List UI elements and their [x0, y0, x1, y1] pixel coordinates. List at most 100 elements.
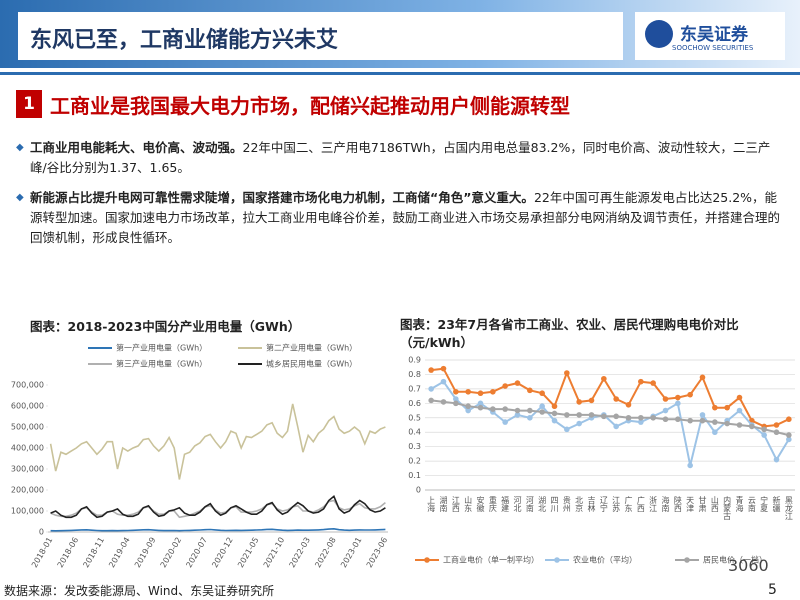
x-tick-label: 2019-04	[107, 536, 132, 569]
point	[465, 388, 471, 395]
point	[527, 414, 533, 421]
x-tick-label: 青海	[735, 495, 744, 513]
point	[453, 396, 459, 402]
bullet: 工商业用电能耗大、电价高、波动强。22年中国二、三产用电7186TWh，占国内用…	[16, 138, 780, 178]
chart-title: 图表：2018-2023中国分产业用电量（GWh）	[30, 319, 301, 334]
x-tick-label: 2022-08	[313, 536, 338, 569]
bullet-bold: 工商业用电能耗大、电价高、波动强。	[30, 140, 243, 155]
y-tick-label: 0.8	[408, 370, 421, 379]
series-line	[50, 499, 386, 519]
point	[588, 397, 595, 404]
x-tick-label: 天津	[686, 496, 695, 513]
point	[601, 413, 607, 420]
bullet-text: 22年中国二、三产用电7186TWh，占国内用电总量83.2%，同时电价高、波动…	[30, 140, 771, 175]
page-number: 5	[768, 582, 777, 598]
y-tick-label: 0.7	[408, 384, 421, 393]
point	[786, 416, 792, 423]
point	[465, 403, 471, 410]
point	[588, 412, 595, 418]
section-title: 工商业是我国最大电力市场，配储兴起推动用户侧能源转型	[50, 94, 570, 118]
legend-marker	[684, 557, 690, 563]
x-tick-label: 宁夏	[760, 495, 769, 512]
x-tick-label: 辽宁	[599, 496, 608, 512]
point	[650, 380, 656, 386]
header-box	[18, 12, 623, 60]
logo-text: 东吴证券	[680, 25, 748, 45]
y-tick-label: 0.3	[408, 442, 421, 451]
point	[564, 426, 570, 433]
point	[428, 397, 434, 404]
x-tick-label: 2023-01	[339, 536, 364, 569]
x-tick-label: 内蒙古	[723, 495, 732, 521]
point	[539, 409, 545, 415]
x-tick-label: 湖北	[538, 496, 547, 513]
point	[675, 400, 681, 407]
point	[761, 426, 767, 433]
x-tick-label: 甘肃	[698, 495, 707, 513]
header-title: 东风已至，工商业储能方兴未艾	[30, 28, 339, 53]
y-tick-label: 0	[416, 486, 421, 495]
x-tick-label: 浙江	[649, 495, 658, 513]
x-tick-label: 湖南	[439, 496, 448, 512]
point	[551, 417, 558, 424]
y-tick-label: 700,000	[11, 381, 44, 390]
legend-label: 第一产业用电量（GWh）	[116, 343, 207, 353]
bullet: 新能源占比提升电网可靠性需求陡增，国家搭建市场化电力机制，工商储“角色”意义重大…	[16, 188, 781, 248]
point	[564, 370, 570, 376]
x-tick-label: 北京	[575, 496, 584, 513]
watermark: 3060	[728, 556, 769, 575]
point	[687, 462, 693, 469]
point	[786, 436, 792, 443]
point	[736, 407, 743, 414]
x-tick-label: 广东	[624, 495, 633, 512]
x-tick-label: 重庆	[488, 495, 497, 513]
x-tick-label: 上海	[427, 496, 436, 513]
y-tick-label: 300,000	[11, 465, 44, 474]
point	[749, 423, 755, 430]
logo-subtext: SOOCHOW SECURITIES	[672, 44, 754, 52]
point	[502, 383, 508, 389]
y-tick-label: 0	[39, 528, 44, 537]
point	[675, 416, 681, 423]
point	[662, 396, 669, 402]
point	[539, 390, 545, 397]
x-tick-label: 2020-07	[185, 536, 210, 569]
point	[490, 406, 496, 412]
point	[662, 407, 669, 414]
point	[502, 406, 508, 412]
series-line	[50, 527, 386, 532]
bullet-text: 22年中国可再生能源发电占比达25.2%，能源转型加速。国家加速电力市场改革，拉…	[30, 190, 781, 245]
y-tick-label: 0.9	[408, 356, 421, 365]
logo-mark	[645, 20, 673, 48]
x-tick-label: 四川	[550, 496, 559, 512]
legend-marker	[424, 557, 430, 563]
point	[687, 417, 693, 424]
point	[736, 394, 743, 401]
y-tick-label: 0.5	[408, 413, 421, 422]
point	[786, 432, 792, 438]
point	[638, 378, 644, 385]
point	[699, 417, 706, 424]
point	[514, 412, 521, 418]
x-tick-label: 2020-12	[210, 536, 235, 569]
chart: 0 0.1 0.2 0.3 0.4 0.5 0.6 0.7 0.8 0.9 上海 湖南 江西 山东 安徽 重庆…	[408, 356, 795, 565]
point	[514, 407, 521, 414]
point	[613, 413, 619, 420]
point	[625, 401, 632, 408]
x-tick-label: 河北	[513, 495, 522, 513]
point	[724, 404, 730, 411]
point	[440, 378, 447, 385]
section-number: 1	[16, 90, 42, 118]
point	[773, 429, 780, 436]
x-tick-label: 2019-09	[133, 536, 158, 569]
y-tick-label: 100,000	[11, 507, 44, 516]
point	[428, 386, 434, 392]
x-tick-label: 2018-01	[30, 536, 55, 569]
point	[687, 391, 693, 398]
legend-label: 农业电价（平均）	[573, 555, 637, 565]
legend-label: 第二产业用电量（GWh）	[266, 343, 357, 353]
bullet-bold: 新能源占比提升电网可靠性需求陡增，国家搭建市场化电力机制，工商储“角色”意义重大…	[30, 190, 534, 205]
point	[514, 380, 521, 386]
chart: 0 100,000 200,000 300,000 400,000 500,000 600,…	[11, 343, 389, 570]
